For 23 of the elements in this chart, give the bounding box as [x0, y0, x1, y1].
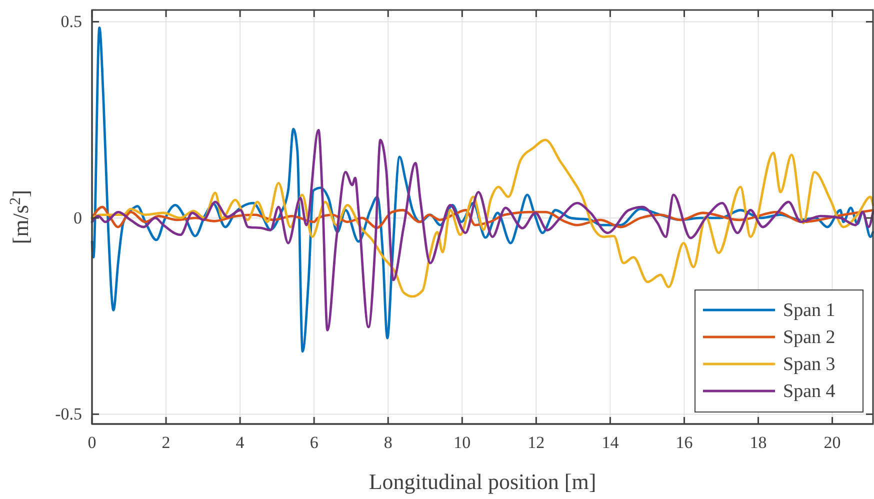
legend-label: Span 3 [783, 354, 836, 375]
x-tick-label: 16 [676, 433, 693, 452]
line-series [90, 26, 874, 353]
x-tick-label: 12 [528, 433, 545, 452]
x-tick-label: 4 [236, 433, 245, 452]
line-series [90, 128, 874, 332]
legend-label: Span 4 [783, 381, 836, 402]
line-series [90, 138, 874, 298]
x-tick-label: 18 [750, 433, 767, 452]
y-tick-label: -0.5 [55, 404, 82, 424]
line-series [90, 206, 874, 229]
x-tick-label: 20 [824, 433, 841, 452]
legend-label: Span 2 [783, 327, 836, 348]
y-tick-label: 0 [74, 208, 82, 228]
y-tick-label: 0.5 [60, 12, 82, 32]
legend-label: Span 1 [783, 300, 836, 321]
x-tick-label: 10 [454, 433, 471, 452]
x-tick-label: 0 [88, 433, 96, 452]
x-tick-label: 14 [602, 433, 620, 452]
x-axis-title: Longitudinal position [m] [368, 469, 596, 494]
x-tick-label: 8 [384, 433, 392, 452]
x-tick-label: 2 [162, 433, 170, 452]
x-tick-label: 6 [310, 433, 318, 452]
